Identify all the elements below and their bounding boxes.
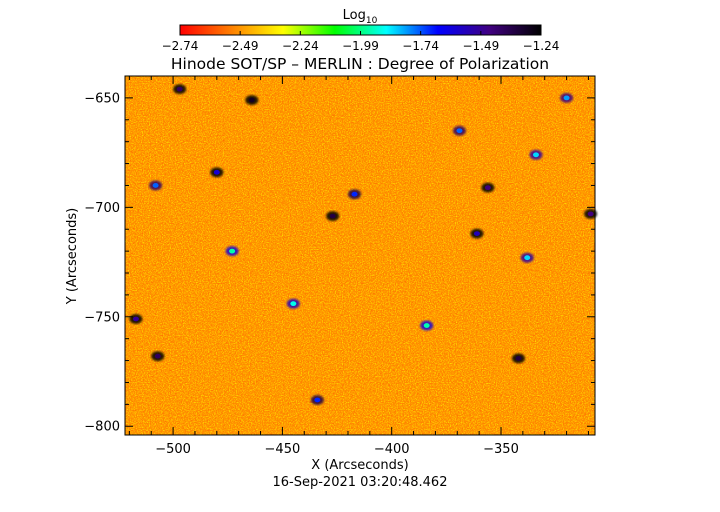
feature-core: [484, 185, 491, 191]
feature-core: [154, 353, 161, 359]
feature-core: [152, 183, 159, 188]
y-tick-label: −800: [84, 420, 120, 435]
heatmap-features: [129, 84, 598, 405]
y-axis: −650 −700 −750 −800: [84, 75, 595, 435]
colorbar-ticks: −2.74 −2.49 −2.24 −1.99 −1.74 −1.49 −1.24: [162, 31, 560, 53]
x-axis: −500 −450 −400 −350: [128, 76, 589, 457]
feature-core: [524, 255, 531, 261]
y-axis-label: Y (Arcseconds): [65, 208, 80, 305]
plot-area: [124, 75, 598, 436]
heatmap-texture-dark: [125, 76, 595, 435]
feature-core: [563, 95, 570, 101]
colorbar-label: Log10: [343, 8, 378, 26]
plot-frame: [124, 75, 596, 436]
colorbar-tick-label: −2.24: [282, 39, 319, 53]
colorbar-tick-label: −2.74: [162, 39, 199, 53]
colorbar-tick-label: −1.49: [462, 39, 499, 53]
y-tick-label: −650: [84, 91, 120, 106]
feature-core: [132, 316, 139, 322]
feature-core: [314, 397, 321, 403]
feature-core: [176, 86, 183, 92]
colorbar-tick-label: −1.24: [523, 39, 560, 53]
feature-core: [515, 355, 522, 361]
feature-core: [213, 169, 220, 175]
feature-core: [229, 248, 236, 254]
x-tick-label: −350: [483, 442, 519, 457]
feature-core: [587, 211, 594, 217]
feature-core: [248, 97, 255, 103]
feature-core: [351, 191, 358, 197]
colorbar-tick-label: −1.99: [342, 39, 379, 53]
x-tick-label: −400: [374, 442, 410, 457]
feature-core: [329, 213, 336, 219]
y-tick-label: −750: [84, 310, 120, 325]
x-axis-label: X (Arcseconds): [311, 458, 408, 473]
feature-core: [456, 128, 463, 134]
chart-title: Hinode SOT/SP – MERLIN : Degree of Polar…: [171, 55, 549, 73]
x-tick-label: −500: [155, 442, 191, 457]
colorbar: Log10 −2.74 −2.49 −2.24 −1.99 −1.74 −1.49 −1.2…: [162, 8, 560, 53]
x-tick-label: −450: [265, 442, 301, 457]
feature-core: [473, 231, 480, 237]
timestamp: 16-Sep-2021 03:20:48.462: [273, 475, 448, 490]
feature-core: [423, 323, 430, 328]
colorbar-tick-label: −1.74: [402, 39, 439, 53]
feature-core: [532, 152, 539, 158]
colorbar-tick-label: −2.49: [222, 39, 259, 53]
feature-core: [290, 301, 297, 307]
y-tick-label: −700: [84, 201, 120, 216]
